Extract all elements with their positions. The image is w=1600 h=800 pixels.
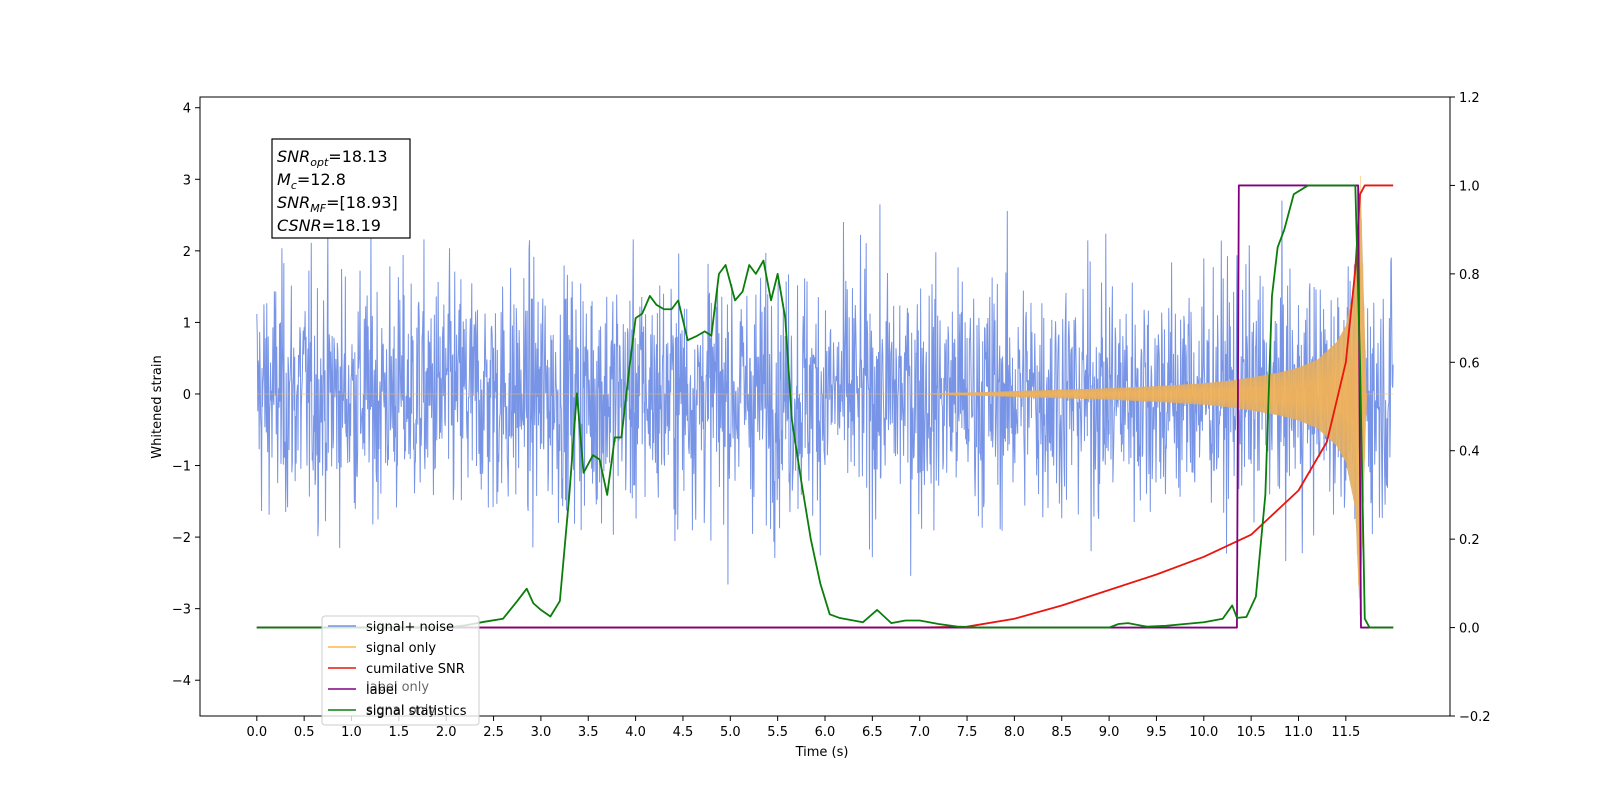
legend-label-signal-noise: signal+ noise (366, 620, 454, 635)
legend: label only signal only signal+ noise sig… (321, 615, 480, 726)
series-signal-noise (256, 200, 1394, 585)
y-tick-label: −4 (172, 674, 191, 689)
x-tick-label: 2.5 (483, 725, 504, 740)
annotation-frame (271, 138, 411, 239)
y-tick-label: 1 (183, 316, 191, 331)
x-tick-label: 3.5 (578, 725, 599, 740)
x-tick-label: 11.5 (1331, 725, 1360, 740)
y-tick-label: −3 (172, 603, 191, 618)
x-tick-label: 8.0 (1004, 725, 1025, 740)
y-tick-label: 3 (183, 173, 191, 188)
x-tick-label: 11.0 (1284, 725, 1313, 740)
x-tick-label: 0.0 (246, 725, 267, 740)
y-axis-left: 4 3 2 1 0 −1 −2 −3 −4 (172, 102, 200, 689)
y2-tick-label: 1.0 (1459, 179, 1480, 194)
x-tick-label: 0.5 (294, 725, 315, 740)
x-tick-label: 2.0 (436, 725, 457, 740)
y-tick-label: 2 (183, 245, 191, 260)
x-axis-title: Time (s) (795, 745, 849, 760)
x-tick-label: 7.5 (957, 725, 978, 740)
y-axis-title: Whitened strain (150, 355, 165, 458)
legend-label-cumulative-snr: cumilative SNR (366, 662, 465, 677)
x-tick-label: 9.0 (1099, 725, 1120, 740)
y2-tick-label: 0.0 (1459, 622, 1480, 637)
signal-only-line (256, 175, 1394, 616)
x-tick-label: 7.0 (909, 725, 930, 740)
y-axis-right: 1.2 1.0 0.8 0.6 0.4 0.2 0.0 −0.2 (1450, 91, 1491, 725)
annotation-snr-opt: SNRopt=18.13 (277, 147, 388, 169)
legend-label-label: label (366, 683, 397, 698)
x-tick-label: 1.0 (341, 725, 362, 740)
annotation-snr-mf: SNRMF=[18.93] (277, 193, 398, 215)
x-tick-label: 9.5 (1146, 725, 1167, 740)
y-tick-label: −2 (172, 531, 191, 546)
x-tick-label: 1.5 (389, 725, 410, 740)
legend-hidden-text-2: signal only (366, 703, 436, 718)
y2-tick-label: 0.6 (1459, 356, 1480, 371)
y2-tick-label: −0.2 (1459, 710, 1491, 725)
x-tick-label: 3.0 (531, 725, 552, 740)
legend-label-signal-statistics: signal statistics (366, 704, 467, 719)
x-tick-label: 6.0 (815, 725, 836, 740)
y-tick-label: 0 (183, 388, 191, 403)
x-tick-label: 8.5 (1051, 725, 1072, 740)
annotation-mc: Mc=12.8 (277, 170, 346, 192)
y-tick-label: −1 (172, 460, 191, 475)
x-tick-label: 6.5 (862, 725, 883, 740)
x-tick-label: 10.5 (1237, 725, 1266, 740)
signal-statistics-line (256, 184, 1394, 629)
signal-noise-line (256, 200, 1394, 585)
x-axis: 0.0 0.5 1.0 1.5 2.0 2.5 3.0 3.5 4.0 4.5 5.0 5.5 6.0 6… (246, 716, 1360, 740)
annotation-csnr: CSNR=18.19 (277, 216, 381, 235)
legend-label-signal-only: signal only (366, 641, 436, 656)
series-signal-only (256, 175, 1394, 616)
y2-tick-label: 0.8 (1459, 268, 1480, 283)
y2-tick-label: 0.2 (1459, 533, 1480, 548)
series-signal-statistics (256, 184, 1394, 629)
x-tick-label: 10.0 (1189, 725, 1218, 740)
y2-tick-label: 0.4 (1459, 445, 1480, 460)
y2-tick-label: 1.2 (1459, 91, 1480, 106)
x-tick-label: 4.5 (673, 725, 694, 740)
legend-hidden-text-1: label only (366, 680, 429, 695)
annotation-box: SNRopt=18.13 Mc=12.8 SNRMF=[18.93] CSNR=… (271, 138, 411, 239)
y-tick-label: 4 (183, 102, 191, 117)
x-tick-label: 4.0 (625, 725, 646, 740)
legend-frame (321, 615, 480, 726)
x-tick-label: 5.5 (767, 725, 788, 740)
x-tick-label: 5.0 (720, 725, 741, 740)
